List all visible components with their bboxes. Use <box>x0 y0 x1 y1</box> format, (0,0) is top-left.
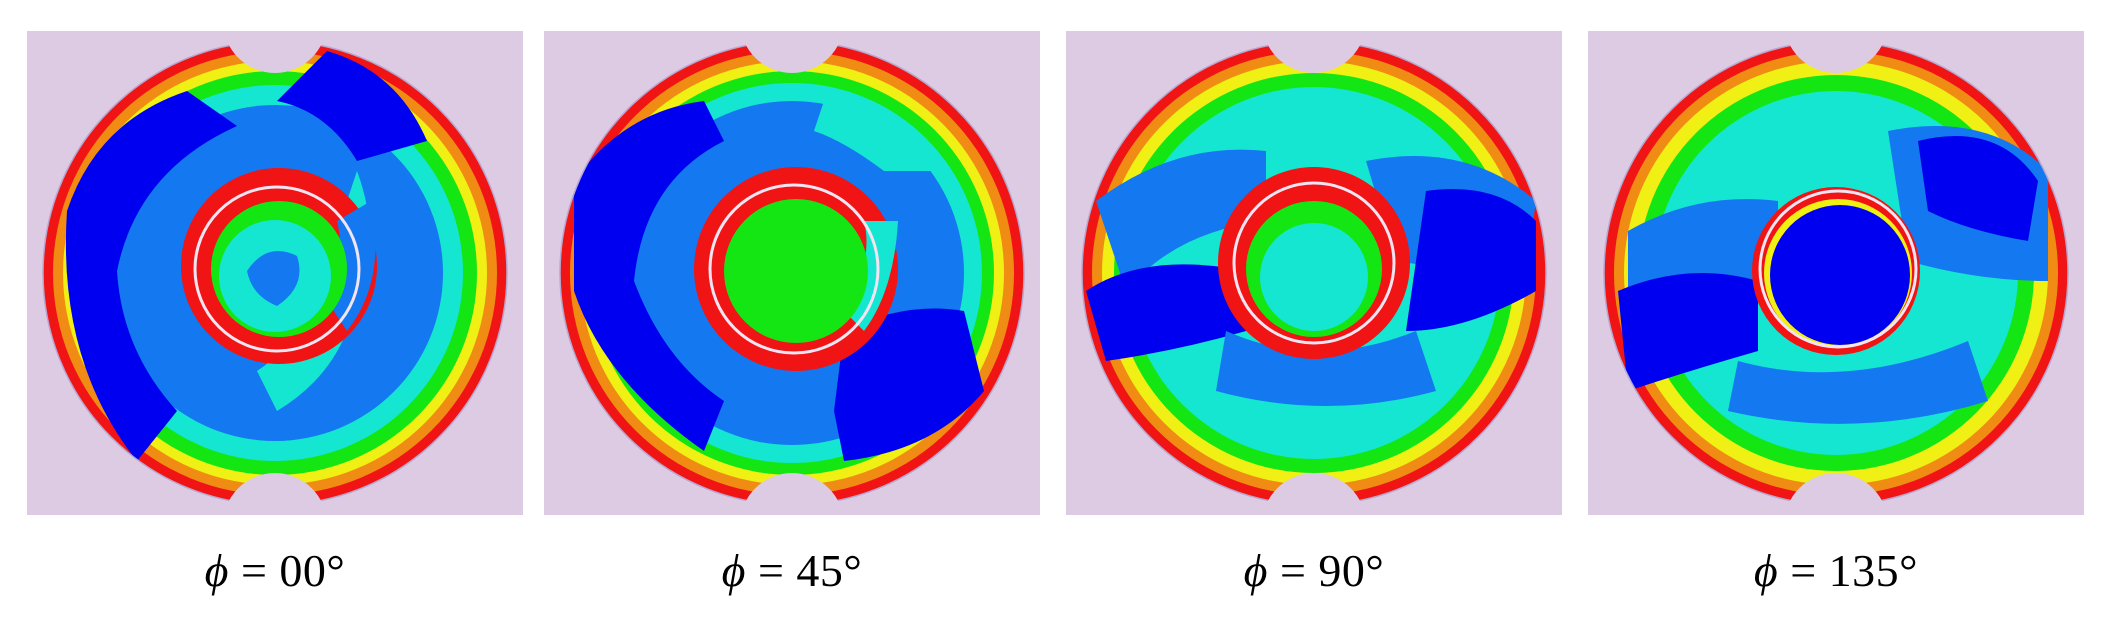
top-notch <box>740 31 844 73</box>
caption: ϕ = 45° <box>544 531 1040 611</box>
bottom-notch <box>223 473 327 515</box>
contour-plot-svg <box>42 31 508 515</box>
contour-plot <box>1588 31 2084 515</box>
bottom-notch <box>1784 473 1888 515</box>
caption: ϕ = 90° <box>1066 531 1562 611</box>
contour-plot <box>544 31 1040 515</box>
bottom-notch <box>1262 473 1366 515</box>
contour-plot-svg <box>1603 31 2069 515</box>
angle-value: = 45° <box>757 545 863 596</box>
panel-phi-135: ϕ = 135° <box>1588 31 2084 596</box>
caption: ϕ = 135° <box>1588 531 2084 611</box>
caption: ϕ = 00° <box>27 531 523 611</box>
top-notch <box>1262 31 1366 73</box>
angle-value: = 90° <box>1279 545 1385 596</box>
top-notch <box>1784 31 1888 73</box>
phi-symbol: ϕ <box>1753 545 1779 596</box>
phi-symbol: ϕ <box>1243 545 1268 596</box>
bottom-notch <box>740 473 844 515</box>
contour-plot <box>27 31 523 515</box>
angle-value: = 00° <box>240 545 346 596</box>
panel-phi-00: ϕ = 00° <box>27 31 523 596</box>
contour-plot-svg <box>1081 31 1547 515</box>
panel-phi-90: ϕ = 90° <box>1066 31 1562 596</box>
top-notch <box>223 31 327 73</box>
panel-phi-45: ϕ = 45° <box>544 31 1040 596</box>
phi-symbol: ϕ <box>721 545 746 596</box>
angle-value: = 135° <box>1790 545 1919 596</box>
phi-symbol: ϕ <box>204 545 229 596</box>
contour-plot-svg <box>559 31 1025 515</box>
contour-plot <box>1066 31 1562 515</box>
